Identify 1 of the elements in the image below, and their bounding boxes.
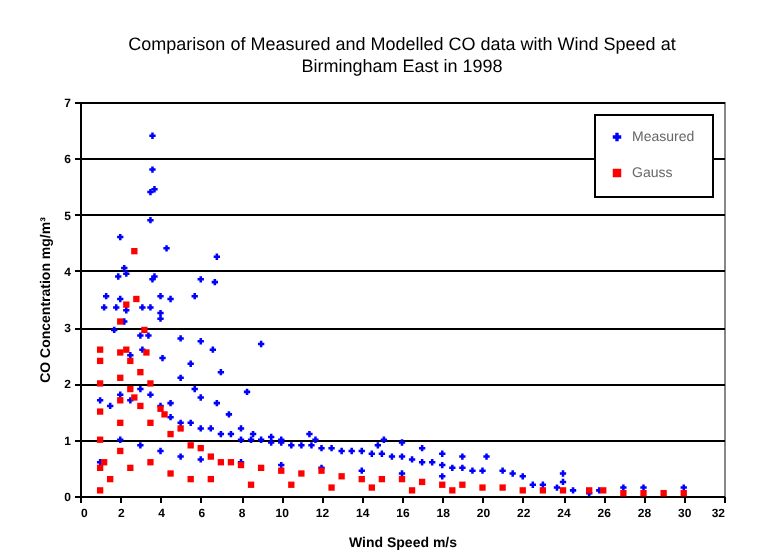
chart-title: Comparison of Measured and Modelled CO data with Wind Speed at Birmingham East in 1998: [128, 34, 677, 76]
